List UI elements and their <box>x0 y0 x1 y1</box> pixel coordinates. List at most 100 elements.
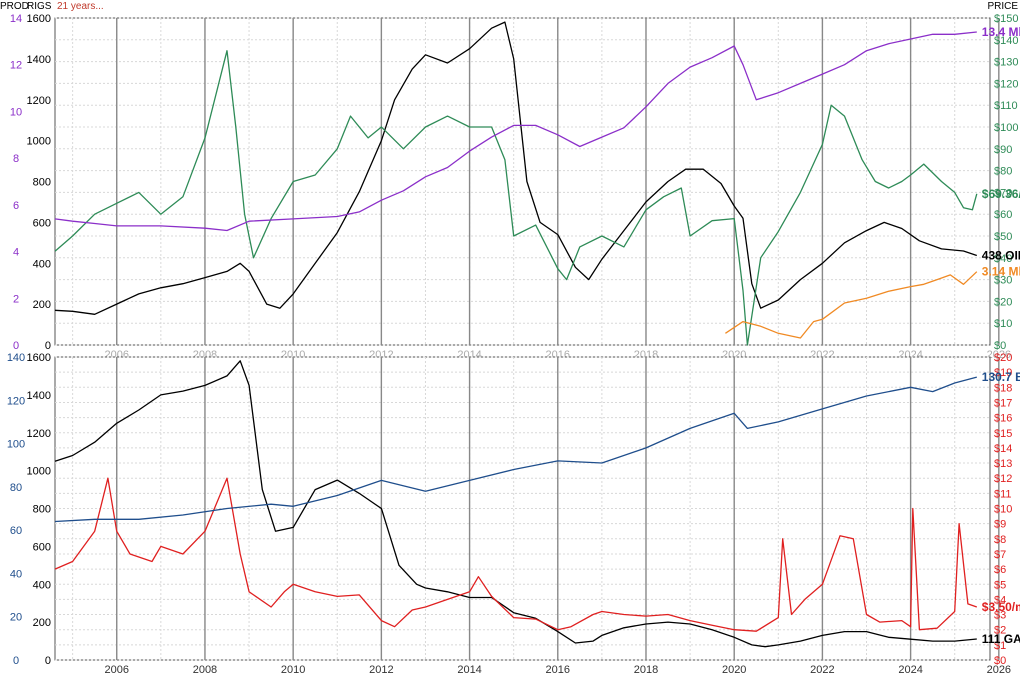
price-tick-label: $12 <box>994 473 1012 485</box>
price-tick-label: $14 <box>994 443 1012 455</box>
series-end-label: $3.50/mmbtu <box>982 600 1020 614</box>
prod-tick-label: 0 <box>13 655 19 667</box>
prod-tick-label: 2 <box>13 293 19 305</box>
rigs-axis-header: RIGS <box>27 1 52 12</box>
price-tick-label: $18 <box>994 382 1012 394</box>
prod-tick-label: 140 <box>7 352 25 364</box>
price-tick-label: $30 <box>994 275 1012 287</box>
x-tick-label: 2006 <box>105 664 129 676</box>
gas-panel: 2006 2008 2010 2012 2014 2016 2018 2020 2022 2024… <box>7 352 1020 676</box>
rigs-tick-label: 400 <box>33 579 51 591</box>
price-tick-label: $50 <box>994 231 1012 243</box>
prod-tick-label: 10 <box>10 106 22 118</box>
rigs-tick-label: 1000 <box>27 466 51 478</box>
price-tick-label: $60 <box>994 209 1012 221</box>
price-tick-label: $80 <box>994 166 1012 178</box>
rigs-tick-label: 800 <box>33 177 51 189</box>
price-tick-label: $3 <box>994 610 1006 622</box>
prod-tick-label: 20 <box>10 612 22 624</box>
rigs-tick-label: 800 <box>33 504 51 516</box>
price-tick-label: $8 <box>994 534 1006 546</box>
prod-axis-header: PROD <box>0 1 29 12</box>
price-tick-label: $15 <box>994 428 1012 440</box>
x-tick-label: 2018 <box>634 664 658 676</box>
prod-tick-label: 60 <box>10 525 22 537</box>
series-end-label: 13.4 Mbopd <box>982 25 1020 39</box>
rigs-tick-label: 600 <box>33 217 51 229</box>
price-tick-label: $100 <box>994 122 1018 134</box>
price-tick-label: $9 <box>994 519 1006 531</box>
price-tick-label: $40 <box>994 253 1012 265</box>
prod-tick-label: 120 <box>7 395 25 407</box>
x-tick-label: 2008 <box>193 664 217 676</box>
x-tick-label: 2010 <box>281 664 305 676</box>
series-end-label: 3.14 Mbopd <box>982 265 1020 279</box>
x-tick-label: 2022 <box>810 664 834 676</box>
price-tick-label: $140 <box>994 35 1018 47</box>
price-tick-label: $2 <box>994 625 1006 637</box>
rigs-tick-label: 400 <box>33 258 51 270</box>
price-tick-label: $0 <box>994 340 1006 352</box>
rigs-tick-label: 1200 <box>27 95 51 107</box>
rigs-tick-label: 1600 <box>27 352 51 364</box>
price-tick-label: $13 <box>994 458 1012 470</box>
series-end-label: 438 OIL rigs <box>982 248 1020 262</box>
price-tick-label: $4 <box>994 594 1006 606</box>
series-line-other-production <box>725 271 978 339</box>
series-line-crude-price <box>54 50 978 346</box>
price-tick-label: $10 <box>994 504 1012 516</box>
prod-tick-label: 14 <box>10 13 22 25</box>
x-tick-label: 2014 <box>457 664 481 676</box>
rigs-tick-label: 0 <box>45 655 51 667</box>
price-tick-label: $0 <box>994 655 1006 667</box>
price-tick-label: $150 <box>994 13 1018 25</box>
series-end-label: 111 GAS rigs <box>982 632 1020 646</box>
rigs-tick-label: 1600 <box>27 13 51 25</box>
plot-area <box>54 356 991 661</box>
x-tick-label: 2026 <box>987 349 1011 361</box>
rigs-tick-label: 1000 <box>27 136 51 148</box>
price-tick-label: $130 <box>994 57 1018 69</box>
plot-area <box>54 17 991 346</box>
chart-subtitle: 21 years... <box>57 1 104 12</box>
rigs-tick-label: 1400 <box>27 54 51 66</box>
price-tick-label: $120 <box>994 78 1018 90</box>
prod-tick-label: 6 <box>13 200 19 212</box>
prod-tick-label: 80 <box>10 482 22 494</box>
prod-tick-label: 8 <box>13 153 19 165</box>
prod-tick-label: 40 <box>10 568 22 580</box>
series-line-gas-production <box>54 376 977 523</box>
price-tick-label: $20 <box>994 352 1012 364</box>
prod-tick-label: 0 <box>13 340 19 352</box>
x-tick-label: 2024 <box>898 664 922 676</box>
rigs-tick-label: 1400 <box>27 390 51 402</box>
price-tick-label: $10 <box>994 318 1012 330</box>
price-tick-label: $11 <box>994 488 1012 500</box>
series-line-oil-rigs <box>54 21 978 315</box>
price-tick-label: $6 <box>994 564 1006 576</box>
price-tick-label: $90 <box>994 144 1012 156</box>
series-line-gas-price <box>54 477 978 632</box>
rigs-tick-label: 600 <box>33 541 51 553</box>
price-tick-label: $5 <box>994 579 1006 591</box>
price-tick-label: $17 <box>994 397 1012 409</box>
prod-tick-label: 100 <box>7 439 25 451</box>
x-tick-label: 2020 <box>722 664 746 676</box>
x-tick-label: 2026 <box>987 664 1011 676</box>
x-tick-label: 2016 <box>546 664 570 676</box>
price-tick-label: $70 <box>994 187 1012 199</box>
series-end-label: 130.7 Bcfpd <box>982 370 1020 384</box>
oil-panel: 2006 2008 2010 2012 2014 2016 2018 2020 2022 2024… <box>10 13 1020 361</box>
series-end-label: $69.36/bbl <box>982 187 1020 201</box>
price-tick-label: $16 <box>994 413 1012 425</box>
price-tick-label: $1 <box>994 640 1006 652</box>
price-tick-label: $19 <box>994 367 1012 379</box>
series-line-oil-production <box>54 31 977 232</box>
prod-tick-label: 4 <box>13 247 19 259</box>
price-axis-header: PRICE <box>987 1 1018 12</box>
price-tick-label: $20 <box>994 296 1012 308</box>
rigs-tick-label: 200 <box>33 617 51 629</box>
series-line-gas-rigs <box>54 360 977 648</box>
